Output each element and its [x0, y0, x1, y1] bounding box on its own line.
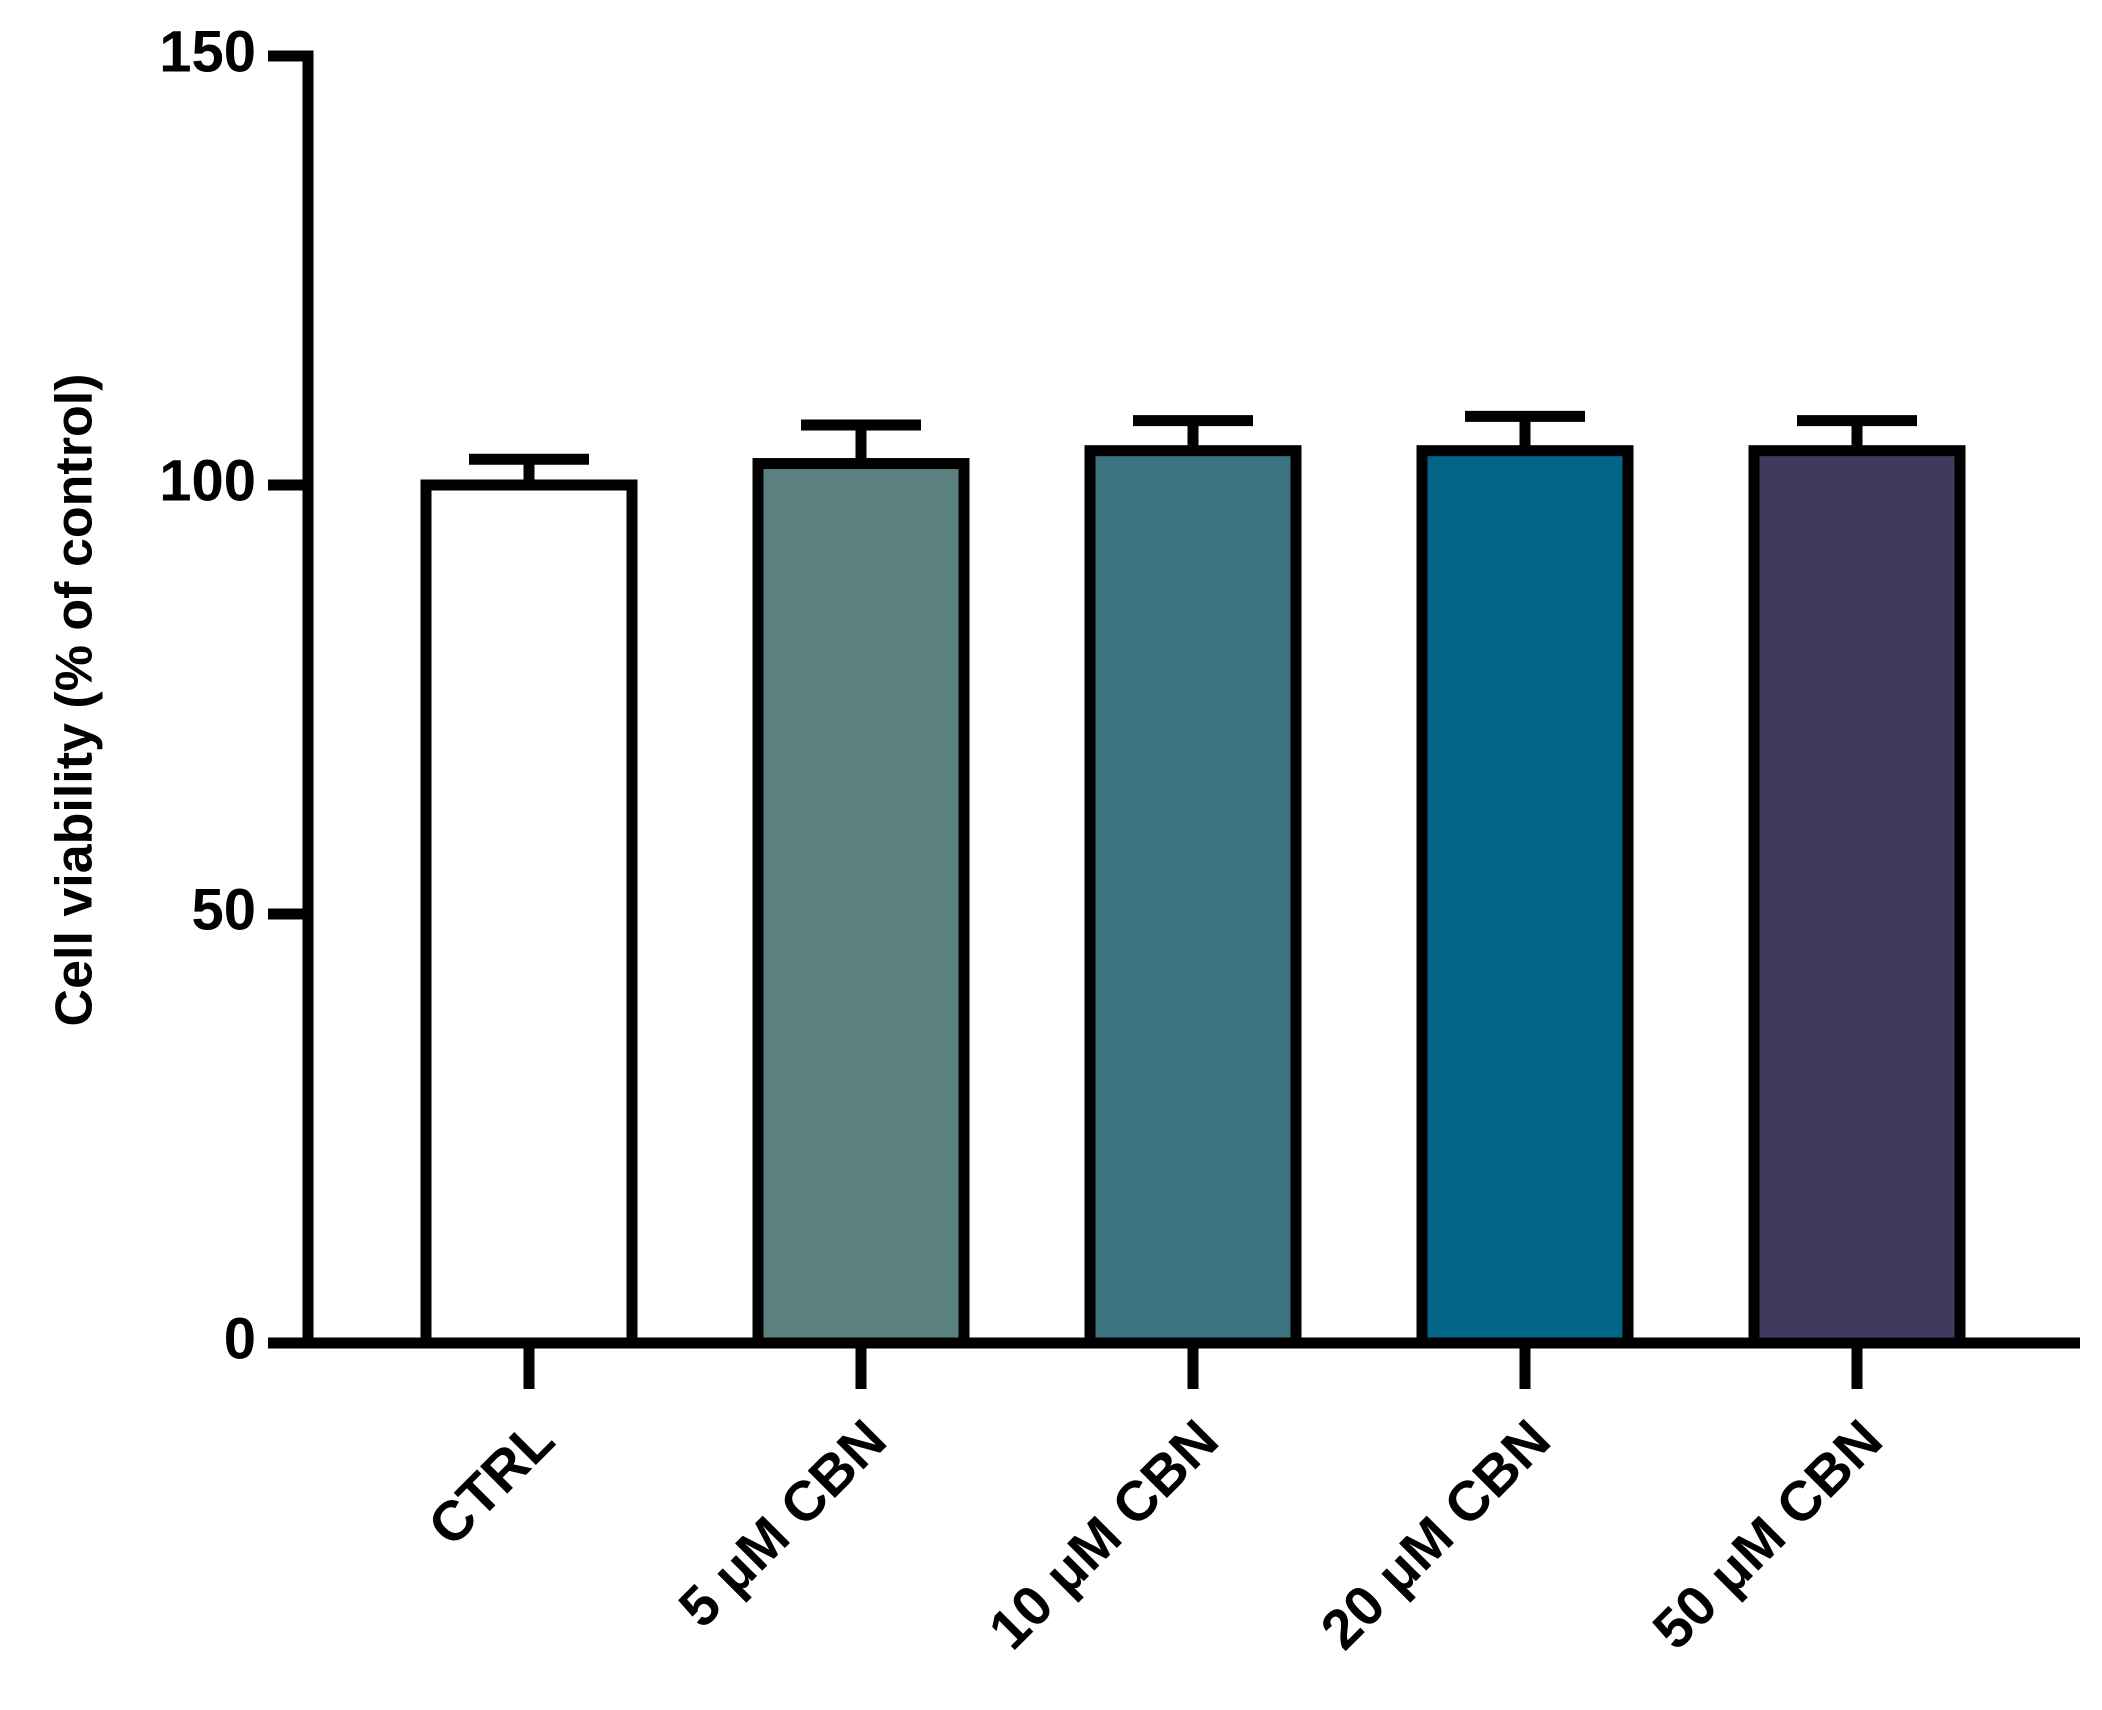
- y-axis-label: Cell viability (% of control): [46, 374, 104, 1027]
- y-tick-label: 150: [159, 19, 256, 84]
- bar: [752, 458, 970, 1349]
- x-tick-label: 20 μM CBN: [1308, 1407, 1562, 1661]
- bar: [1748, 445, 1966, 1349]
- y-tick-label: 50: [191, 877, 256, 942]
- x-tick-label: 10 μM CBN: [976, 1407, 1230, 1661]
- bar: [1416, 445, 1634, 1349]
- y-tick-label: 100: [159, 448, 256, 513]
- x-tick-label: 5 μM CBN: [666, 1407, 898, 1639]
- bar: [420, 479, 638, 1349]
- y-tick-label: 0: [224, 1306, 256, 1371]
- x-tick-label: 50 μM CBN: [1640, 1407, 1894, 1661]
- x-tick-label: CTRL: [416, 1407, 566, 1557]
- bar: [1084, 445, 1302, 1349]
